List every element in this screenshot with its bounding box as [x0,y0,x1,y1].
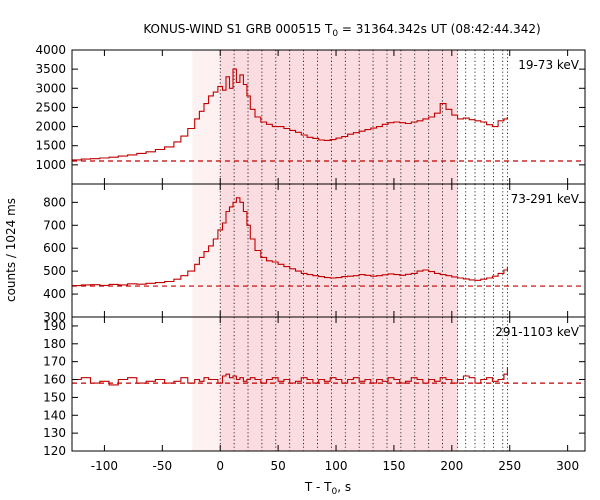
y-tick-label-3-130: 130 [43,426,66,440]
shaded-region-3-1 [192,317,221,451]
shaded-region-1-1 [192,50,221,184]
y-tick-label-2-400: 400 [43,287,66,301]
panel-frames [71,49,586,452]
background-levels [72,160,585,384]
y-tick-label-1-2500: 2500 [35,100,66,114]
series-line-1 [72,68,508,161]
y-tick-label-1-2000: 2000 [35,120,66,134]
y-tick-label-1-1500: 1500 [35,139,66,153]
series-lines [72,68,508,386]
shaded-region-2-1 [192,184,221,317]
axis-ticks [72,49,585,452]
x-tick-label-150: 150 [382,459,405,473]
shaded-region-3-2 [220,317,458,451]
y-tick-label-1-4000: 4000 [35,43,66,57]
series-line-3 [72,367,508,386]
y-tick-label-2-800: 800 [43,195,66,209]
y-tick-label-1-1000: 1000 [35,158,66,172]
x-tick-label-50: 50 [270,459,285,473]
y-tick-label-1-3000: 3000 [35,81,66,95]
y-tick-label-3-160: 160 [43,373,66,387]
y-tick-label-2-700: 700 [43,218,66,232]
y-tick-label-2-300: 300 [43,310,66,324]
panel-frame-3 [71,316,586,452]
y-tick-label-3-150: 150 [43,390,66,404]
x-tick-label-200: 200 [440,459,463,473]
x-tick-label-250: 250 [498,459,521,473]
series-line-2 [72,197,508,287]
band-label-1: 19-73 keV [518,58,580,72]
y-tick-label-1-3500: 3500 [35,62,66,76]
shaded-regions [192,50,458,451]
band-label-3: 291-1103 keV [495,325,579,339]
x-tick-label-300: 300 [556,459,579,473]
chart-title: KONUS-WIND S1 GRB 000515 T0 = 31364.342s… [143,22,540,39]
y-tick-label-3-170: 170 [43,355,66,369]
x-axis-label: T - T0, s [304,480,351,497]
y-tick-label-3-190: 190 [43,319,66,333]
x-tick-label--100: -100 [91,459,118,473]
x-tick-label--50: -50 [153,459,173,473]
y-tick-label-3-140: 140 [43,408,66,422]
y-tick-label-3-180: 180 [43,337,66,351]
interval-dotted-lines [219,50,508,451]
x-tick-label-100: 100 [325,459,348,473]
y-tick-label-2-600: 600 [43,241,66,255]
x-tick-label-0: 0 [216,459,224,473]
y-tick-label-3-120: 120 [43,444,66,458]
band-label-2: 73-291 keV [511,192,580,206]
y-axis-label: counts / 1024 ms [4,198,18,302]
y-tick-label-2-500: 500 [43,264,66,278]
